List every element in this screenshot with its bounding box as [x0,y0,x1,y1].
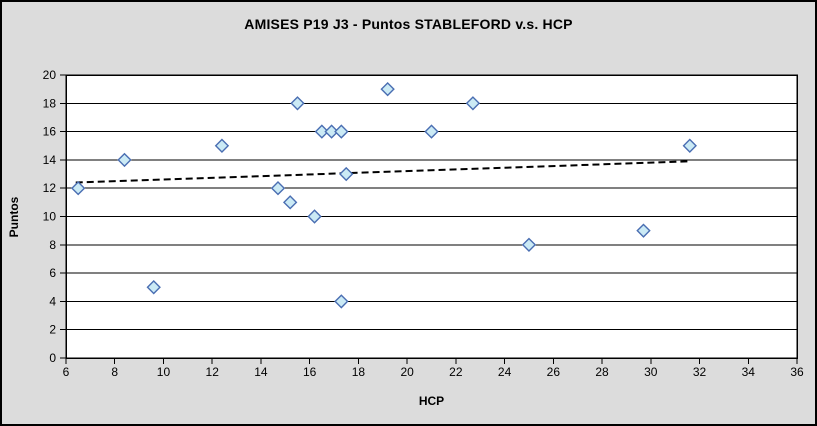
data-point-marker [270,181,286,196]
data-point-marker [314,124,330,139]
y-tick-label: 10 [43,210,57,224]
trendline [75,160,690,184]
data-point-marker [465,96,481,111]
y-tick-label: 8 [49,238,56,252]
chart-title: AMISES P19 J3 - Puntos STABLEFORD v.s. H… [244,16,573,32]
y-tick-label: 4 [49,294,56,308]
x-tick-label: 18 [352,365,366,379]
x-tick-label: 14 [254,365,268,379]
data-point-marker [521,237,537,252]
data-point-marker [424,124,439,139]
y-tick-label: 6 [49,266,56,280]
y-tick-label: 18 [43,96,57,110]
x-tick-label: 10 [157,365,171,379]
data-point-marker [636,223,651,238]
x-tick-label: 12 [206,365,220,379]
data-point-marker [339,166,354,182]
data-point-marker [290,96,305,111]
data-point-marker [214,138,230,153]
y-tick-label: 2 [49,323,56,337]
data-point-marker [146,280,161,295]
y-tick-label: 0 [49,351,56,365]
x-tick-label: 34 [742,365,756,379]
data-point-marker [682,138,697,153]
x-axis-title: HCP [418,394,445,408]
data-point-marker [117,152,132,168]
y-tick-label: 14 [43,153,57,167]
data-point-marker [307,209,322,224]
x-tick-label: 32 [693,365,707,379]
data-point-marker [70,181,86,196]
y-tick-label: 20 [43,68,57,82]
data-point-marker [380,81,395,97]
y-tick-label: 16 [43,125,57,139]
data-point-marker [324,124,339,139]
y-tick-label: 12 [43,181,57,195]
x-tick-label: 24 [498,365,512,379]
data-point-marker [282,195,298,210]
x-tick-label: 6 [63,365,70,379]
data-point-marker [334,124,349,139]
x-tick-label: 28 [595,365,609,379]
x-tick-label: 36 [790,365,804,379]
x-tick-label: 8 [111,365,118,379]
x-tick-label: 16 [303,365,317,379]
x-tick-label: 22 [449,365,463,379]
x-tick-label: 26 [547,365,561,379]
data-point-marker [334,294,349,309]
x-tick-label: 30 [644,365,658,379]
x-tick-label: 20 [400,365,414,379]
